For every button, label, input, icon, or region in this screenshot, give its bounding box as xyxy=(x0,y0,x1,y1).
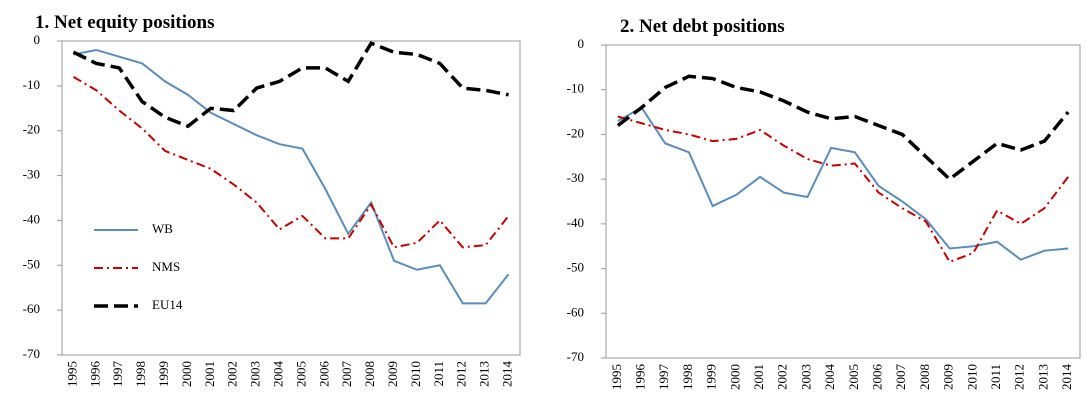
y-tick-label: -70 xyxy=(567,349,584,364)
x-tick-label: 2009 xyxy=(941,364,956,390)
data-line xyxy=(617,106,1069,261)
y-tick-label: -60 xyxy=(567,304,584,319)
x-tick-label: 1997 xyxy=(110,361,125,388)
x-tick-label: 2013 xyxy=(477,361,492,387)
x-tick-label: 2006 xyxy=(316,361,331,388)
x-tick-label: 1995 xyxy=(64,361,79,387)
x-tick-label: 1998 xyxy=(680,364,695,390)
x-tick-label: 1995 xyxy=(609,364,624,390)
y-tick-label: -50 xyxy=(567,260,584,275)
x-tick-label: 2000 xyxy=(727,364,742,390)
x-tick-label: 2002 xyxy=(775,364,790,390)
x-tick-label: 2011 xyxy=(988,364,1003,390)
x-tick-label: 2000 xyxy=(179,361,194,387)
x-tick-label: 2008 xyxy=(362,361,377,387)
data-line xyxy=(73,48,510,305)
y-tick-label: -10 xyxy=(567,81,584,96)
x-tick-label: 1998 xyxy=(133,361,148,387)
x-tick-label: 2008 xyxy=(917,364,932,390)
plot-frame xyxy=(61,40,521,356)
x-tick-label: 2002 xyxy=(225,361,240,387)
x-tick-label: 2005 xyxy=(846,364,861,390)
y-tick-label: -40 xyxy=(23,211,40,226)
x-tick-label: 2011 xyxy=(431,361,446,387)
y-tick-label: -40 xyxy=(567,215,584,230)
x-tick-label: 2005 xyxy=(293,361,308,387)
x-tick-label: 2009 xyxy=(385,361,400,387)
plot-frame xyxy=(605,44,1081,359)
y-tick-label: -10 xyxy=(23,77,40,92)
chart-title: 1. Net equity positions xyxy=(35,12,214,33)
x-tick-label: 2001 xyxy=(751,364,766,390)
x-tick-label: 2003 xyxy=(248,361,263,387)
x-tick-label: 2007 xyxy=(893,364,908,391)
data-line xyxy=(72,76,510,249)
x-tick-label: 2014 xyxy=(500,361,515,388)
legend-label: WB xyxy=(152,221,173,236)
y-tick-label: 0 xyxy=(578,36,585,51)
chart-title: 2. Net debt positions xyxy=(620,16,785,37)
y-tick-label: -60 xyxy=(23,301,40,316)
legend-label: NMS xyxy=(152,259,180,274)
x-tick-label: 1999 xyxy=(156,361,171,387)
x-tick-label: 2013 xyxy=(1035,364,1050,390)
x-tick-label: 2003 xyxy=(798,364,813,390)
x-tick-label: 1996 xyxy=(87,361,102,388)
y-tick-label: -70 xyxy=(23,346,40,361)
x-tick-label: 2004 xyxy=(271,361,286,388)
x-tick-label: 2007 xyxy=(339,361,354,388)
x-tick-label: 2010 xyxy=(964,364,979,390)
x-tick-label: 1996 xyxy=(633,364,648,391)
y-tick-label: 0 xyxy=(34,32,41,47)
x-tick-label: 2004 xyxy=(822,364,837,391)
y-tick-label: -20 xyxy=(23,122,40,137)
x-tick-label: 1999 xyxy=(704,364,719,390)
legend-label: EU14 xyxy=(152,297,183,312)
x-tick-label: 1997 xyxy=(656,364,671,391)
y-tick-label: -30 xyxy=(23,167,40,182)
data-line xyxy=(72,41,509,129)
y-tick-label: -30 xyxy=(567,170,584,185)
x-tick-label: 2012 xyxy=(1012,364,1027,390)
data-line xyxy=(617,115,1069,264)
data-line xyxy=(616,74,1070,182)
x-tick-label: 2006 xyxy=(870,364,885,391)
y-tick-label: -20 xyxy=(567,125,584,140)
x-tick-label: 2014 xyxy=(1059,364,1074,391)
x-tick-label: 2010 xyxy=(408,361,423,387)
y-tick-label: -50 xyxy=(23,256,40,271)
x-tick-label: 2012 xyxy=(454,361,469,387)
x-tick-label: 2001 xyxy=(202,361,217,387)
